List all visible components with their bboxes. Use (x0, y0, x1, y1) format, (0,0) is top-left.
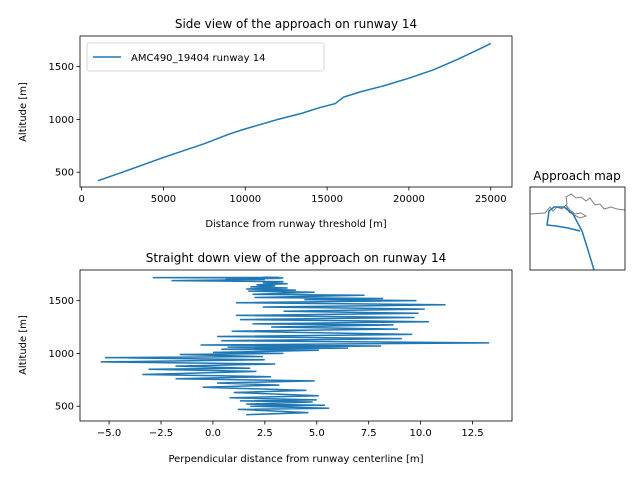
approach-map-frame-bg (530, 187, 625, 270)
side-view-xtick-label: 0 (78, 194, 84, 205)
down-view-xtick-label: 10.0 (409, 428, 431, 439)
side-view-frame (79, 35, 513, 188)
down-view-frame (79, 269, 513, 422)
side-view-xtick-label: 20000 (393, 194, 425, 205)
down-view-title: Straight down view of the approach on ru… (146, 251, 446, 265)
side-view-legend: AMC490_19404 runway 14 (86, 42, 325, 72)
down-view-series-line (100, 276, 490, 416)
side-view-ytick-label: 500 (55, 168, 74, 179)
legend-box (86, 42, 325, 72)
down-view-xtick-label: 0.0 (205, 428, 221, 439)
side-view-xtick-label: 10000 (229, 194, 261, 205)
approach-map-track (546, 206, 595, 270)
side-view-series-line (97, 42, 492, 182)
down-view-ylabel: Altitude [m] (18, 315, 29, 375)
side-view-xtick-label: 5000 (151, 194, 176, 205)
side-view-ticks: 0 5000 10000 15000 20000 25000 500 1000 1500 (49, 62, 507, 205)
side-view-ytick-label: 1500 (49, 62, 74, 73)
down-view-xtick-label: −2.5 (149, 428, 173, 439)
approach-map-panel: Approach map (529, 169, 626, 271)
side-view-xtick-label: 25000 (475, 194, 507, 205)
legend-label: AMC490_19404 runway 14 (131, 53, 265, 64)
side-view-xtick-label: 15000 (311, 194, 343, 205)
down-view-xtick-label: 12.5 (461, 428, 483, 439)
down-view-ytick-label: 1500 (49, 296, 74, 307)
side-view-panel: Side view of the approach on runway 14 0… (18, 17, 513, 230)
down-view-xtick-label: −5.0 (97, 428, 121, 439)
side-view-xlabel: Distance from runway threshold [m] (205, 219, 386, 230)
down-view-ytick-label: 1000 (49, 349, 74, 360)
side-view-ytick-label: 1000 (49, 115, 74, 126)
down-view-panel: Straight down view of the approach on ru… (18, 251, 513, 465)
down-view-xlabel: Perpendicular distance from runway cente… (168, 454, 423, 465)
down-view-ticks: −5.0 −2.5 0.0 2.5 5.0 7.5 10.0 12.5 500 1000 1500 (49, 296, 484, 439)
side-view-title: Side view of the approach on runway 14 (175, 17, 417, 31)
approach-map-title: Approach map (533, 169, 621, 183)
down-view-xtick-label: 2.5 (257, 428, 273, 439)
down-view-xtick-label: 7.5 (361, 428, 377, 439)
down-view-ytick-label: 500 (55, 402, 74, 413)
side-view-ylabel: Altitude [m] (18, 82, 29, 142)
down-view-xtick-label: 5.0 (309, 428, 325, 439)
approach-map-frame (529, 186, 626, 271)
